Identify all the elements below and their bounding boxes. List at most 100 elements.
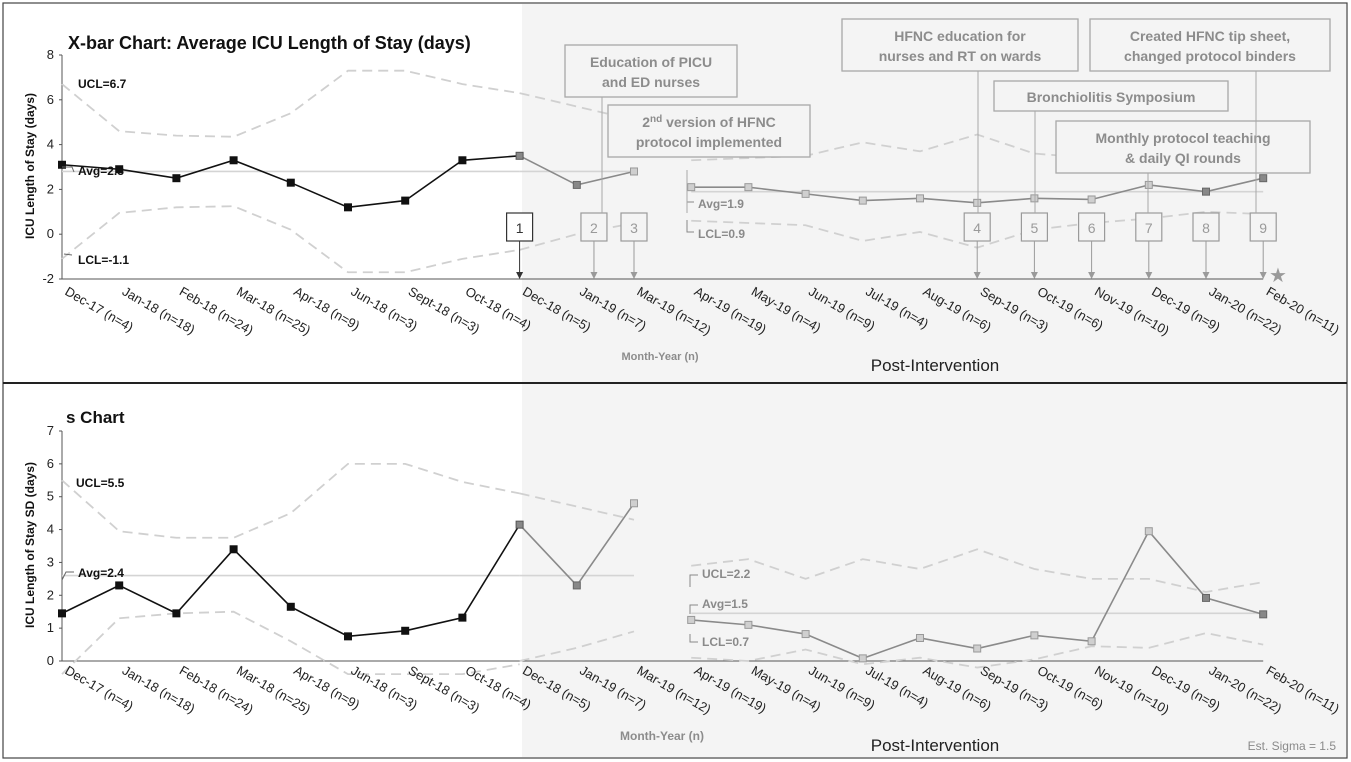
bot-y-tick-label: 0 [47, 653, 54, 668]
bot-data-point [859, 655, 866, 662]
s-ylabel: ICU Length of Stay SD (days) [23, 462, 37, 628]
top-data-point [1203, 188, 1210, 195]
top-y-tick-label: 6 [47, 92, 54, 107]
s-title: s Chart [66, 408, 125, 427]
bot-ucl-line [62, 464, 520, 538]
top-data-point [345, 204, 352, 211]
bot-data-point [230, 546, 237, 553]
top-y-tick-label: 2 [47, 181, 54, 196]
xbar-lcl-leader [64, 254, 72, 255]
bot-data-point [59, 610, 66, 617]
annotation-education-picu: Education of PICU and ED nurses [565, 45, 737, 97]
svg-text:changed protocol binders: changed protocol binders [1124, 48, 1296, 64]
bot-y-tick-label: 7 [47, 423, 54, 438]
top-data-point [287, 179, 294, 186]
top-data-point [1088, 196, 1095, 203]
bot-data-point [688, 616, 695, 623]
svg-text:Education of PICU: Education of PICU [590, 54, 712, 70]
annotation-hfnc-protocol-v2-line1: 2nd version of HFNC [642, 114, 776, 131]
bot-data-point [287, 603, 294, 610]
xbar-region-label: Post-Intervention [871, 356, 1000, 375]
s-ucl2-label: UCL=2.2 [702, 567, 751, 581]
bot-y-tick-label: 4 [47, 522, 54, 537]
annotation-hfnc-education-wards: HFNC education for nurses and RT on ward… [842, 19, 1078, 71]
top-data-point [459, 157, 466, 164]
top-data-point [1031, 195, 1038, 202]
marker-number-7: 7 [1145, 220, 1153, 236]
top-data-point [802, 190, 809, 197]
bot-data-point [631, 500, 638, 507]
svg-text:nurses and RT on wards: nurses and RT on wards [879, 48, 1042, 64]
xbar-avg-label: Avg=2.8 [78, 164, 124, 178]
bot-data-point [116, 582, 123, 589]
s-lcl2-label: LCL=0.7 [702, 635, 749, 649]
svg-text:Monthly protocol teaching: Monthly protocol teaching [1096, 130, 1271, 146]
top-data-point [573, 181, 580, 188]
bot-data-point [1203, 594, 1210, 601]
s-xlabel: Month-Year (n) [620, 729, 704, 743]
top-data-point [1260, 175, 1267, 182]
svg-text:Bronchiolitis Symposium: Bronchiolitis Symposium [1027, 89, 1196, 105]
xbar-title: X-bar Chart: Average ICU Length of Stay … [68, 33, 471, 53]
top-ucl-line [62, 71, 520, 137]
bot-data-point [573, 582, 580, 589]
xbar-avg2-label: Avg=1.9 [698, 197, 744, 211]
top-lcl-line [62, 206, 520, 272]
annotation-ordinal: 2 [642, 114, 650, 130]
bot-data-point [459, 614, 466, 621]
s-avg-label: Avg=2.4 [78, 566, 124, 580]
bot-y-tick-label: 3 [47, 554, 54, 569]
svg-text:& daily QI rounds: & daily QI rounds [1125, 150, 1241, 166]
top-y-tick-label: 8 [47, 47, 54, 62]
svg-text:protocol implemented: protocol implemented [636, 134, 782, 150]
top-data-point [402, 197, 409, 204]
top-data-point [230, 157, 237, 164]
bot-y-tick-label: 1 [47, 620, 54, 635]
annotation-text: version of HFNC [662, 114, 776, 130]
annotation-ordinal-suffix: nd [650, 114, 662, 125]
top-data-point [859, 197, 866, 204]
annotation-hfnc-protocol-v2: 2nd version of HFNC protocol implemented [608, 105, 810, 157]
est-sigma-footnote: Est. Sigma = 1.5 [1248, 739, 1337, 753]
xbar-lcl2-label: LCL=0.9 [698, 227, 745, 241]
svg-text:and ED nurses: and ED nurses [602, 74, 700, 90]
top-y-tick-label: -2 [42, 271, 54, 286]
bot-data-point [402, 627, 409, 634]
top-data-point [745, 184, 752, 191]
bot-y-tick-label: 6 [47, 456, 54, 471]
annotation-monthly-teaching: Monthly protocol teaching & daily QI rou… [1056, 121, 1310, 173]
marker-number-4: 4 [973, 220, 981, 236]
marker-number-9: 9 [1259, 220, 1267, 236]
bot-data-point [345, 633, 352, 640]
top-data-point [516, 152, 523, 159]
s-region-label: Post-Intervention [871, 736, 1000, 755]
s-ucl-label: UCL=5.5 [76, 476, 125, 490]
top-data-point [917, 195, 924, 202]
bot-data-point [1088, 638, 1095, 645]
top-y-tick-label: 0 [47, 226, 54, 241]
top-data-point [974, 199, 981, 206]
marker-number-5: 5 [1031, 220, 1039, 236]
marker-number-1: 1 [516, 220, 524, 236]
svg-text:Created HFNC tip sheet,: Created HFNC tip sheet, [1130, 28, 1290, 44]
bot-data-point [173, 610, 180, 617]
marker-number-6: 6 [1088, 220, 1096, 236]
bot-data-point [745, 621, 752, 628]
xbar-ylabel: ICU Length of Stay (days) [23, 93, 37, 239]
top-data-point [631, 168, 638, 175]
xbar-star: ★ [1269, 265, 1287, 287]
bot-data-point [917, 635, 924, 642]
bot-y-tick-label: 5 [47, 489, 54, 504]
marker-number-3: 3 [630, 220, 638, 236]
bot-data-point [1145, 528, 1152, 535]
xbar-lcl-label: LCL=-1.1 [78, 253, 129, 267]
bot-series-line [62, 525, 520, 637]
annotation-tip-sheet: Created HFNC tip sheet, changed protocol… [1090, 19, 1330, 71]
svg-text:HFNC education for: HFNC education for [894, 28, 1026, 44]
bot-data-point [1031, 632, 1038, 639]
annotation-bronchiolitis-symposium: Bronchiolitis Symposium [994, 81, 1228, 111]
bot-data-point [974, 645, 981, 652]
top-data-point [688, 184, 695, 191]
